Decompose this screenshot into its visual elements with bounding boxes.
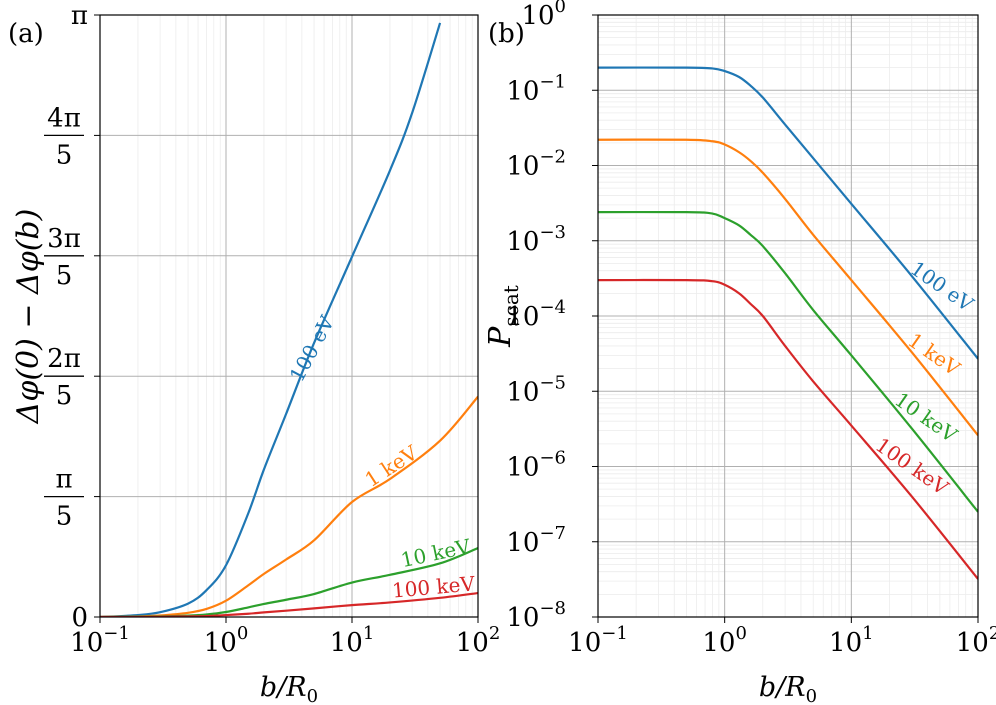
y-tick-label: 100 — [521, 0, 566, 31]
series-label: 100 eV — [906, 256, 978, 317]
y-tick-label: π5 — [44, 465, 84, 532]
grid — [597, 14, 979, 618]
svg-text:5: 5 — [56, 502, 73, 532]
x-tick-label: 101 — [330, 623, 375, 658]
panel-label: (a) — [8, 19, 44, 49]
x-tick-label: 100 — [204, 623, 249, 658]
series-line-100-keV — [598, 278, 978, 580]
svg-text:5: 5 — [56, 140, 73, 170]
y-axis-label: Δφ(0) − Δφ(b) — [11, 209, 46, 425]
x-tick-label: 102 — [956, 623, 996, 658]
axes-frame — [99, 14, 479, 618]
x-axis-label: b/R0 — [260, 672, 318, 705]
series-line-1-keV — [598, 138, 978, 436]
series-label: 10 keV — [890, 387, 962, 447]
svg-text:4π: 4π — [47, 103, 81, 133]
y-axis-label: Pscat — [483, 285, 523, 348]
series-label: 100 keV — [391, 571, 476, 602]
series-group — [598, 66, 978, 580]
x-tick-label: 101 — [829, 623, 874, 658]
svg-text:5: 5 — [56, 261, 73, 291]
series-group — [100, 22, 478, 617]
y-tick-label: 10−8 — [506, 598, 566, 633]
y-tick-label: 10−6 — [506, 448, 566, 483]
y-tick-label: 4π5 — [44, 103, 84, 170]
svg-text:π: π — [55, 465, 72, 495]
y-tick-label: 10−7 — [506, 523, 566, 558]
y-tick-label: 10−3 — [506, 222, 566, 257]
y-tick-label: 3π5 — [44, 224, 84, 291]
svg-text:5: 5 — [56, 381, 73, 411]
y-tick-label: 2π5 — [44, 344, 84, 411]
x-tick-label: 102 — [456, 623, 501, 658]
y-tick-label: 0 — [71, 603, 88, 633]
series-label: 10 keV — [399, 534, 473, 572]
series-line-100-eV — [100, 22, 442, 617]
y-tick-label: π — [71, 1, 88, 31]
x-tick-label: 100 — [702, 623, 747, 658]
svg-text:2π: 2π — [47, 344, 81, 374]
series-line-10-keV — [598, 210, 978, 513]
series-label: 1 keV — [361, 440, 423, 492]
series-line-100-eV — [598, 66, 978, 360]
grid — [99, 14, 479, 618]
y-tick-label: 10−2 — [506, 147, 566, 182]
panel-label: (b) — [488, 19, 525, 49]
x-tick-label: 10−1 — [568, 623, 628, 658]
x-axis-label: b/R0 — [759, 672, 817, 705]
series-label: 100 eV — [285, 311, 340, 385]
svg-text:3π: 3π — [47, 224, 81, 254]
y-tick-label: 10−5 — [506, 372, 566, 407]
y-tick-label: 10−1 — [506, 71, 566, 106]
